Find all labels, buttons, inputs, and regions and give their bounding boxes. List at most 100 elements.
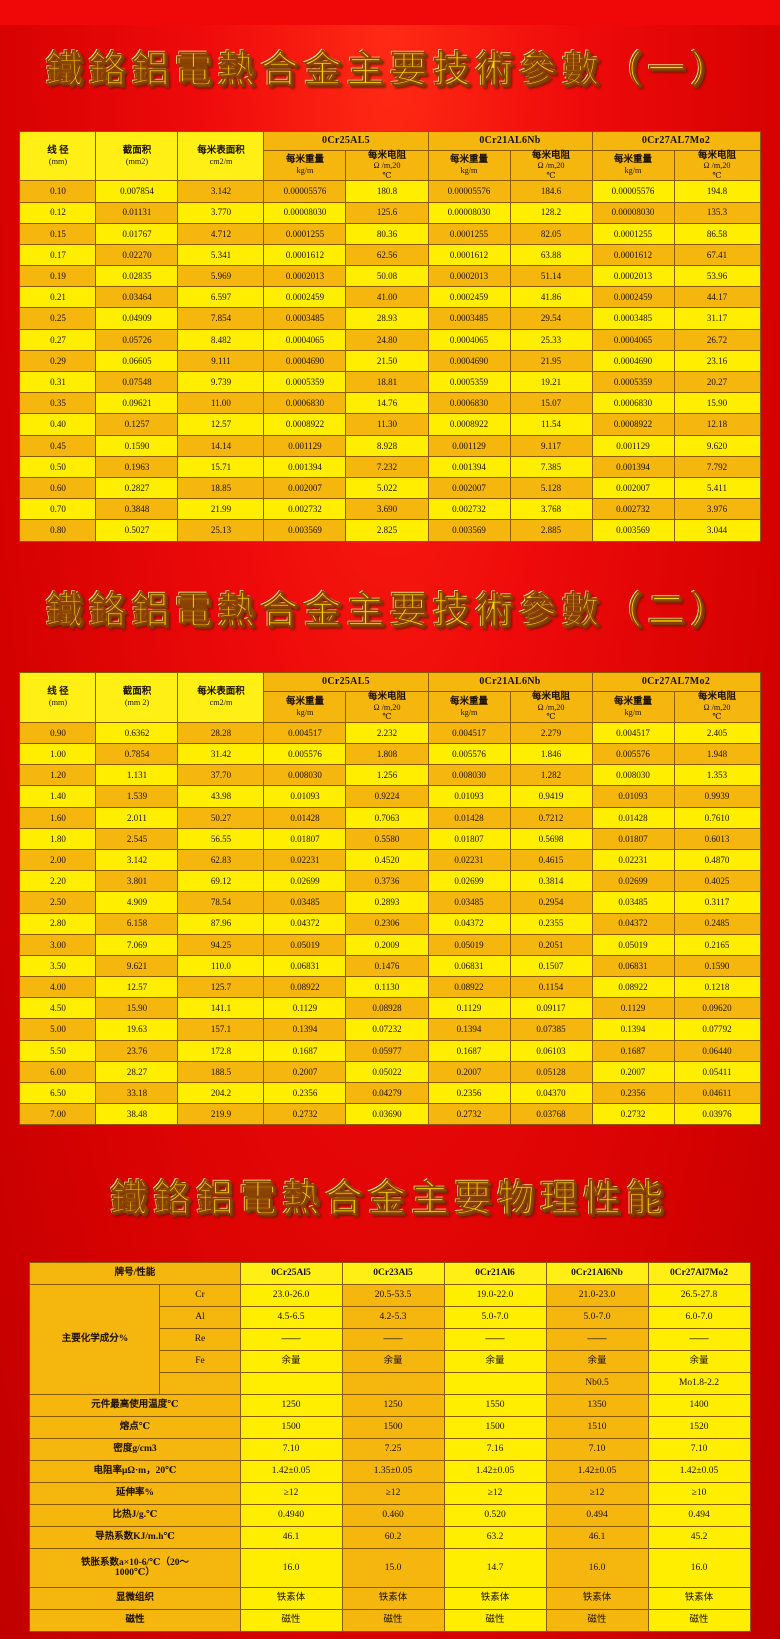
table-cell: 21.0-23.0: [545, 1283, 649, 1307]
table2-header-row-2: 每米重量 kg/m 每米电阻 Ω /m,20 ℃ 每米重量 kg/m 每米电阻 …: [20, 691, 761, 723]
table-cell: 82.05: [509, 222, 593, 245]
table-cell: 7.232: [345, 455, 429, 478]
table-cell: 15.07: [509, 392, 593, 415]
table-cell: 0.01428: [263, 806, 347, 829]
table-cell: 37.70: [177, 764, 265, 787]
table-cell: 15.0: [341, 1547, 445, 1588]
table-cell: 余量: [239, 1349, 343, 1373]
physical-properties-table: 牌号/性能 0Cr25Al5 0Cr23Al5 0Cr21Al6 0Cr21Al…: [29, 1261, 751, 1632]
table-cell: 8.482: [177, 328, 265, 351]
alloy-header-0: 0Cr25Al5: [239, 1261, 343, 1285]
table-row: 2.80 6.158 87.96 0.04372 0.2306 0.04372 0.2355…: [19, 912, 761, 935]
table-cell: 63.2: [443, 1525, 547, 1549]
table-row: 3.00 7.069 94.25 0.05019 0.2009 0.05019 0.2051…: [19, 933, 761, 956]
table-row: 1.40 1.539 43.98 0.01093 0.9224 0.01093 0.9419…: [19, 785, 761, 808]
table-cell: 0.003569: [263, 519, 347, 542]
table-cell: 0.0004065: [263, 328, 347, 351]
table-cell: 3.976: [673, 498, 761, 521]
alloy-group-1: 0Cr21AL6Nb: [427, 130, 593, 151]
table-cell: 1500: [443, 1415, 547, 1439]
table-cell: 172.8: [177, 1039, 265, 1062]
table-row: 导热系数KJ/m.h℃ 46.1 60.2 63.2 46.1 45.2: [29, 1525, 751, 1549]
table-cell: 1250: [239, 1393, 343, 1417]
table-cell: 0.04372: [427, 912, 511, 935]
table-row: 2.50 4.909 78.54 0.03485 0.2893 0.03485 0.2954…: [19, 891, 761, 914]
table-cell: 1.282: [509, 764, 593, 787]
table-row: 1.20 1.131 37.70 0.008030 1.256 0.008030 1.282…: [19, 764, 761, 787]
table-cell: 0.1590: [95, 434, 179, 457]
table-cell: 80.36: [345, 222, 429, 245]
table-cell: 0.008030: [427, 764, 511, 787]
table-row: 1.80 2.545 56.55 0.01807 0.5580 0.01807 0.5698…: [19, 827, 761, 850]
table-row: 0.50 0.1963 15.71 0.001394 7.232 0.001394 7.38…: [19, 455, 761, 478]
table-cell: 磁性: [443, 1608, 547, 1632]
table-cell: 23.16: [673, 349, 761, 373]
table-cell: 11.30: [345, 413, 429, 436]
col-weight-1: 每米重量 kg/m: [427, 691, 511, 723]
table-cell: 0.2732: [427, 1103, 511, 1126]
table-cell: 94.25: [177, 933, 265, 956]
property-label: 磁性: [29, 1608, 241, 1632]
alloy-group-0: 0Cr25AL5: [263, 130, 429, 151]
table3-header-row: 牌号/性能 0Cr25Al5 0Cr23Al5 0Cr21Al6 0Cr21Al…: [29, 1261, 751, 1285]
table-cell: 0.05411: [673, 1060, 761, 1084]
table-row: 密度g/cm3 7.10 7.25 7.16 7.10 7.10: [29, 1437, 751, 1461]
table-cell: 余量: [341, 1349, 445, 1373]
table-cell: ——: [647, 1327, 751, 1351]
table-cell: 2.011: [95, 806, 179, 829]
table-cell: 1.40: [19, 785, 97, 808]
table-cell: 铁素体: [647, 1586, 751, 1610]
table-cell: 0.03690: [345, 1103, 429, 1126]
table-cell: 0.6362: [95, 721, 179, 745]
table-cell: 0.007854: [95, 180, 179, 203]
table-row: 主要化学成分% Cr 23.0-26.0 20.5-53.5 19.0-22.0 21.0…: [29, 1283, 751, 1395]
table-cell: 2.825: [345, 519, 429, 542]
table-cell: 86.58: [673, 222, 761, 245]
table-cell: 69.12: [177, 870, 265, 893]
table-cell: 0.60: [19, 476, 97, 500]
table-cell: 0.05128: [509, 1060, 593, 1084]
table-cell: 0.09620: [673, 997, 761, 1020]
table-cell: 0.001394: [591, 455, 675, 478]
table-cell: 0.03464: [95, 286, 179, 309]
table-cell: 3.690: [345, 498, 429, 521]
table-cell: ——: [341, 1327, 445, 1351]
table-cell: 60.2: [341, 1525, 445, 1549]
table-cell: 0.0008922: [591, 413, 675, 436]
table-row: Re —— —— —— —— ——: [30, 1327, 751, 1351]
property-label: 导热系数KJ/m.h℃: [29, 1525, 241, 1549]
table-cell: 46.1: [239, 1525, 343, 1549]
table-cell: 0.0001612: [591, 243, 675, 267]
table-cell: 0.0002459: [591, 286, 675, 309]
table-cell: 0.00008030: [263, 201, 347, 224]
table-cell: 铁素体: [341, 1586, 445, 1610]
table-cell: 0.1130: [345, 976, 429, 999]
table-cell: 23.0-26.0: [239, 1283, 343, 1307]
property-label: 密度g/cm3: [29, 1437, 241, 1461]
table-cell: 0.01428: [427, 806, 511, 829]
table-cell: 2.20: [19, 870, 97, 893]
table-cell: 11.54: [509, 413, 593, 436]
table-cell: 0.04372: [591, 912, 675, 935]
table1-body: 0.10 0.007854 3.142 0.00005576 180.8 0.000055…: [19, 180, 761, 542]
table-cell: 20.5-53.5: [341, 1283, 445, 1307]
table-cell: 3.770: [177, 201, 265, 224]
table-cell: 0.005576: [591, 743, 675, 766]
table-row: 0.15 0.01767 4.712 0.0001255 80.36 0.0001255 8…: [19, 222, 761, 245]
table-cell: 11.00: [177, 392, 265, 415]
table-cell: 0.2306: [345, 912, 429, 935]
col-resistance-1: 每米电阻 Ω /m,20 ℃: [509, 149, 593, 182]
table-cell: 0.01093: [591, 785, 675, 808]
table-cell: 25.13: [177, 519, 265, 542]
table-cell: 0.2893: [345, 891, 429, 914]
property-label: 显微组织: [29, 1586, 241, 1610]
table-cell: 4.909: [95, 891, 179, 914]
table-cell: 0.0005359: [263, 371, 347, 394]
table-row: 0.25 0.04909 7.854 0.0003485 28.93 0.0003485 2…: [19, 307, 761, 330]
property-label: 比热J/g.℃: [29, 1503, 241, 1527]
table-cell: 20.27: [673, 371, 761, 394]
table-cell: 157.1: [177, 1018, 265, 1041]
table-cell: 18.85: [177, 476, 265, 500]
alloy-header-3: 0Cr21Al6Nb: [545, 1261, 649, 1285]
corner-label: 牌号/性能: [29, 1261, 241, 1285]
